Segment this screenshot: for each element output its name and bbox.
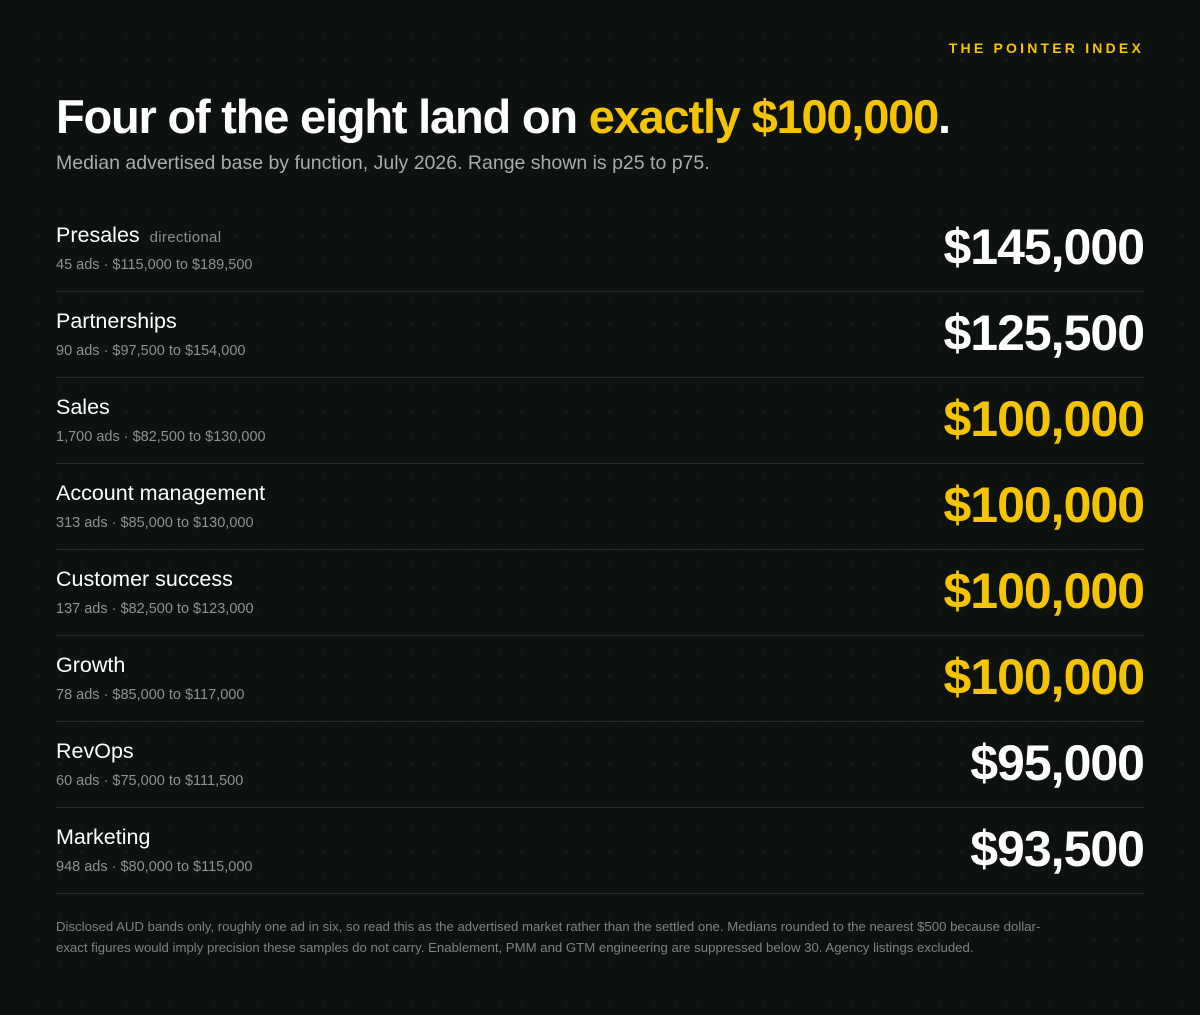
- headline: Four of the eight land on exactly $100,0…: [56, 88, 951, 146]
- function-label: Account management: [56, 481, 266, 505]
- function-ads-range: 137 ads · $82,500 to $123,000: [56, 601, 254, 617]
- salary-table: Presales directional 45 ads · $115,000 to …: [56, 206, 1145, 894]
- function-name: Presales directional: [56, 223, 221, 248]
- table-row: Sales 1,700 ads · $82,500 to $130,000 $100…: [56, 378, 1145, 464]
- headline-highlight: exactly $100,000: [588, 90, 939, 143]
- brand-label: THE POINTER INDEX: [948, 40, 1144, 56]
- median-salary-value: $145,000: [943, 219, 1145, 275]
- function-name: Growth: [56, 653, 125, 678]
- infographic: THE POINTER INDEX Four of the eight land…: [56, 0, 1145, 1015]
- table-row: RevOps 60 ads · $75,000 to $111,500 $95,00…: [56, 722, 1145, 808]
- table-row: Partnerships 90 ads · $97,500 to $154,000…: [56, 292, 1145, 378]
- function-label: Growth: [56, 653, 126, 677]
- function-ads-range: 313 ads · $85,000 to $130,000: [56, 515, 254, 531]
- function-ads-range: 90 ads · $97,500 to $154,000: [56, 343, 246, 359]
- function-name: Customer success: [56, 567, 233, 592]
- median-salary-value: $100,000: [943, 391, 1145, 447]
- function-name: RevOps: [56, 739, 134, 764]
- function-ads-range: 948 ads · $80,000 to $115,000: [56, 859, 253, 875]
- function-ads-range: 1,700 ads · $82,500 to $130,000: [56, 429, 266, 445]
- function-ads-range: 78 ads · $85,000 to $117,000: [56, 687, 245, 703]
- median-salary-value: $100,000: [943, 477, 1145, 533]
- function-name: Partnerships: [56, 309, 177, 334]
- function-label: Presales: [56, 223, 140, 247]
- function-label: Partnerships: [56, 309, 177, 333]
- function-tag: directional: [149, 229, 222, 246]
- median-salary-value: $100,000: [943, 563, 1145, 619]
- table-row: Presales directional 45 ads · $115,000 to …: [56, 206, 1145, 292]
- function-name: Sales: [56, 395, 110, 420]
- function-label: Customer success: [56, 567, 233, 591]
- table-row: Account management 313 ads · $85,000 to $…: [56, 464, 1145, 550]
- function-label: Marketing: [56, 825, 151, 849]
- median-salary-value: $95,000: [970, 735, 1145, 791]
- headline-prefix: Four of the eight land on: [56, 90, 589, 143]
- function-label: Sales: [56, 395, 110, 419]
- table-row: Marketing 948 ads · $80,000 to $115,000 $9…: [56, 808, 1145, 894]
- footnote: Disclosed AUD bands only, roughly one ad…: [56, 919, 1041, 955]
- function-ads-range: 60 ads · $75,000 to $111,500: [56, 773, 244, 789]
- function-ads-range: 45 ads · $115,000 to $189,500: [56, 257, 253, 273]
- function-label: RevOps: [56, 739, 134, 763]
- headline-suffix: .: [938, 90, 951, 143]
- table-row: Growth 78 ads · $85,000 to $117,000 $100,0…: [56, 636, 1145, 722]
- table-row: Customer success 137 ads · $82,500 to $12…: [56, 550, 1145, 636]
- function-name: Account management: [56, 481, 265, 506]
- median-salary-value: $93,500: [970, 821, 1145, 877]
- function-name: Marketing: [56, 825, 150, 850]
- median-salary-value: $100,000: [943, 649, 1145, 705]
- median-salary-value: $125,500: [943, 305, 1145, 361]
- subtitle: Median advertised base by function, July…: [56, 152, 710, 174]
